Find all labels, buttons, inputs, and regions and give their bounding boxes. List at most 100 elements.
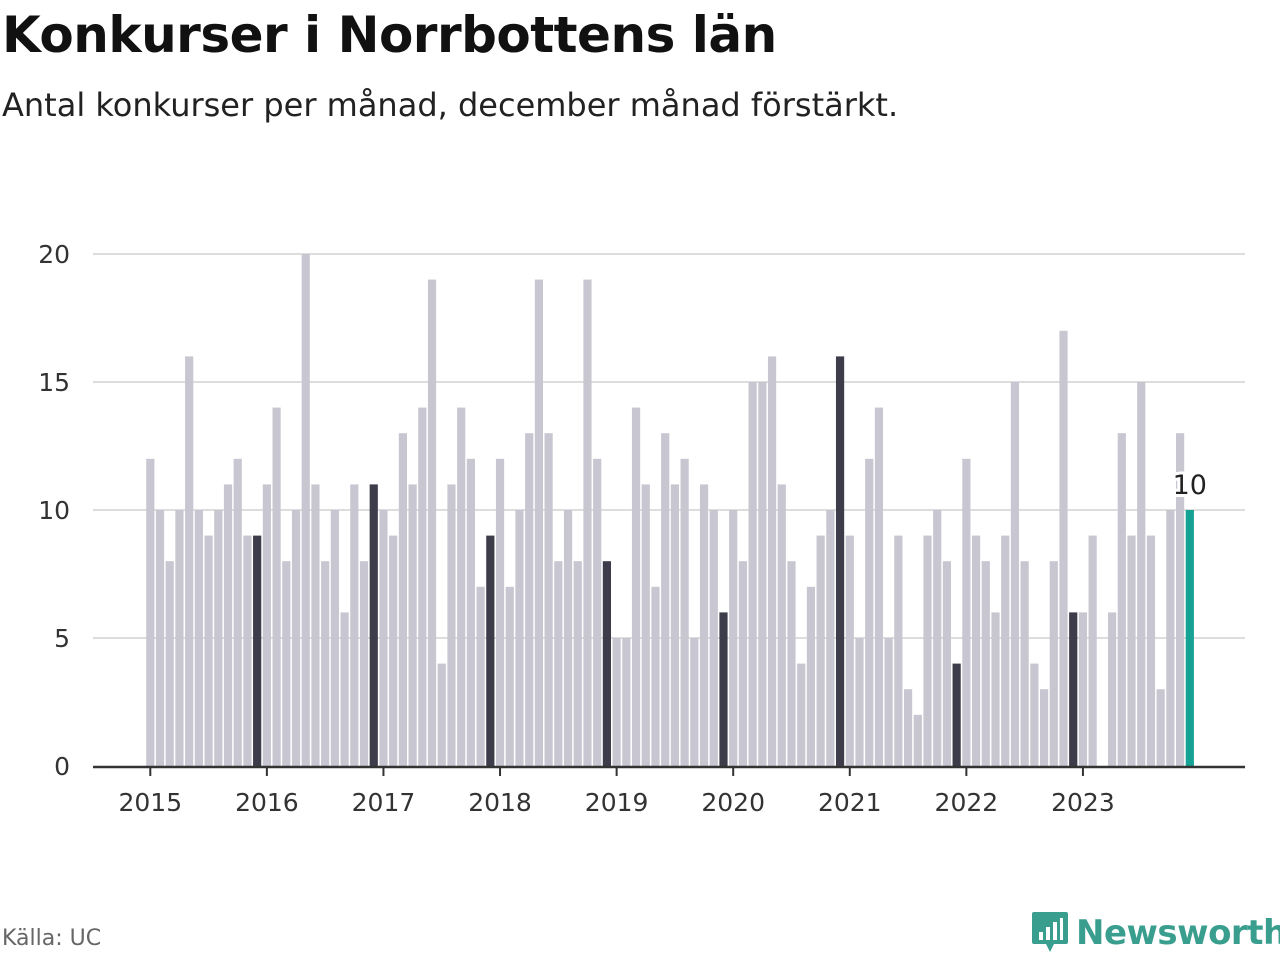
bar — [204, 535, 213, 766]
x-tick-label: 2015 — [118, 788, 182, 817]
bar — [573, 561, 582, 766]
bar — [670, 484, 680, 766]
brand-name: Newsworthy — [1076, 913, 1280, 953]
chart-title: Konkurser i Norrbottens län — [2, 6, 777, 64]
x-tick-label: 2017 — [352, 788, 416, 817]
bar — [146, 458, 155, 766]
bar — [933, 510, 942, 766]
bar-december — [369, 484, 378, 766]
bar — [301, 254, 310, 766]
bar — [816, 535, 825, 766]
bar — [418, 407, 427, 766]
bar — [903, 689, 913, 766]
bar — [437, 663, 446, 766]
bar — [155, 510, 165, 766]
bars — [146, 254, 1194, 766]
bar-december — [1069, 612, 1078, 766]
bar — [748, 382, 757, 766]
x-tick-label: 2019 — [585, 788, 649, 817]
bar — [233, 458, 242, 766]
bar — [515, 510, 524, 766]
bar — [612, 638, 621, 766]
bar — [865, 458, 874, 766]
bar — [495, 458, 505, 766]
chart-subtitle: Antal konkurser per månad, december måna… — [2, 86, 899, 124]
bar — [427, 279, 437, 766]
y-tick-label: 5 — [54, 624, 70, 653]
bar — [777, 484, 786, 766]
bar — [544, 433, 553, 766]
bar — [321, 561, 330, 766]
bar — [593, 458, 602, 766]
bar — [291, 510, 301, 766]
bar — [787, 561, 796, 766]
data-labels: 10 — [1170, 467, 1210, 504]
bar — [563, 510, 573, 766]
bar — [505, 586, 514, 766]
bar — [243, 535, 252, 766]
bar — [534, 279, 543, 766]
bar — [797, 663, 806, 766]
bar — [1030, 663, 1039, 766]
bar — [525, 433, 534, 766]
bar — [1117, 433, 1126, 766]
x-tick-label: 2022 — [935, 788, 999, 817]
bar — [874, 407, 884, 766]
y-tick-label: 0 — [54, 752, 70, 781]
bar — [729, 510, 738, 766]
bar — [1078, 612, 1088, 766]
bar — [1001, 535, 1010, 766]
bar-december — [486, 535, 495, 766]
bar — [554, 561, 563, 766]
bar — [894, 535, 903, 766]
bar — [262, 484, 271, 766]
brand-logo: Newsworthy — [1030, 910, 1280, 956]
bar — [311, 484, 320, 766]
bar-december — [253, 535, 262, 766]
bar — [913, 714, 922, 766]
bar — [165, 561, 174, 766]
bar — [651, 586, 660, 766]
x-tick-label: 2018 — [468, 788, 532, 817]
bar — [962, 458, 971, 766]
bar — [971, 535, 981, 766]
x-axis-ticks: 2015 2016 2017 2018 2019 2020 2021 2022 2023 — [118, 768, 1115, 817]
latest-value-label: 10 — [1173, 470, 1207, 501]
bar — [1107, 612, 1117, 766]
bar — [214, 510, 223, 766]
bar — [408, 484, 417, 766]
bar — [942, 561, 952, 766]
bar — [282, 561, 291, 766]
bar — [466, 458, 475, 766]
bar — [1175, 433, 1185, 766]
bar — [641, 484, 650, 766]
bar-december — [952, 663, 961, 766]
bar — [583, 279, 592, 766]
bar — [1156, 689, 1165, 766]
bar — [1010, 382, 1020, 766]
bar — [350, 484, 359, 766]
bar — [1039, 689, 1049, 766]
bar — [1020, 561, 1029, 766]
bar — [923, 535, 932, 766]
bar — [185, 356, 194, 766]
bar-december — [719, 612, 728, 766]
x-tick-label: 2020 — [701, 788, 765, 817]
x-tick-label: 2023 — [1051, 788, 1115, 817]
bar — [680, 458, 689, 766]
y-tick-label: 20 — [38, 240, 70, 269]
bar — [826, 510, 835, 766]
bar — [1088, 535, 1097, 766]
bar — [1059, 330, 1068, 766]
bar — [379, 510, 388, 766]
bar-latest — [1185, 510, 1194, 766]
y-axis-ticks: 0 5 10 15 20 — [38, 240, 70, 781]
bar-december — [835, 356, 845, 766]
bar — [699, 484, 709, 766]
x-tick-label: 2016 — [235, 788, 299, 817]
bar — [457, 407, 466, 766]
bar — [447, 484, 456, 766]
bar — [690, 638, 699, 766]
bar — [981, 561, 990, 766]
bar-december — [602, 561, 612, 766]
